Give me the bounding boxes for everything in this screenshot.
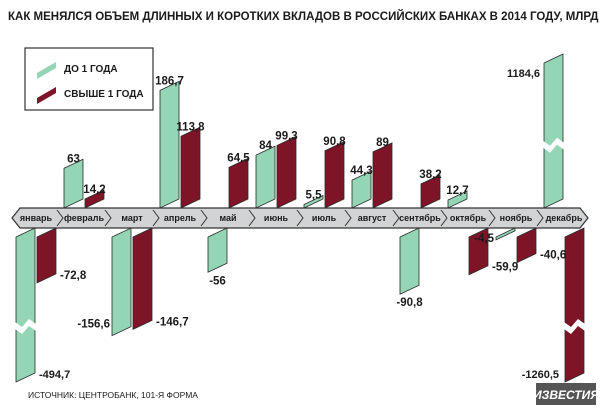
legend-short-swatch [37, 62, 56, 79]
value-label: 64,5 [227, 152, 250, 164]
bar-long-term [420, 174, 441, 209]
axis-break-mark [564, 319, 585, 334]
value-label: -90,8 [396, 297, 423, 309]
bar-short-term [351, 170, 372, 209]
month-label: март [121, 213, 143, 223]
bar-long-term [468, 227, 489, 276]
month-label: октябрь [450, 213, 487, 223]
value-label: 38,2 [419, 169, 441, 181]
bar-short-term [447, 190, 468, 209]
bar-long-term [228, 157, 249, 209]
value-label: -146,7 [156, 316, 189, 328]
bar-long-term [84, 189, 105, 209]
month-label: август [358, 213, 387, 223]
axis-divider [152, 209, 160, 227]
axis-band [11, 207, 589, 229]
axis-divider [296, 209, 304, 227]
month-axis: январь февраль март апрель май июнь июль август… [11, 207, 589, 229]
value-label: -494,7 [39, 369, 70, 381]
axis-divider [344, 209, 352, 227]
value-label: 113,8 [176, 121, 205, 133]
legend-box [24, 47, 154, 111]
value-label: -59,9 [492, 262, 518, 274]
month-label: январь [20, 213, 53, 223]
source-note: ИСТОЧНИК: ЦЕНТРОБАНК, 101-Я ФОРМА [28, 390, 198, 400]
legend-short-label: ДО 1 ГОДА [64, 64, 118, 75]
bar-long-term [516, 227, 537, 264]
bar-short-term [303, 194, 324, 209]
value-label: -4,5 [474, 233, 494, 245]
legend-long-swatch [37, 87, 56, 104]
month-label: февраль [64, 213, 105, 223]
value-label: 186,7 [155, 75, 184, 87]
bar-long-term [180, 126, 201, 209]
axis-break-mark [15, 319, 36, 334]
bar-short-term [207, 227, 228, 273]
month-label: ноябрь [500, 213, 533, 223]
value-label: 44,3 [350, 165, 372, 177]
bar-short-term [543, 53, 564, 209]
bar-long-term [324, 141, 345, 209]
axis-divider [392, 209, 400, 227]
value-label: 90,8 [323, 136, 346, 148]
axis-divider [248, 209, 256, 227]
value-label: 5,5 [306, 190, 323, 202]
logo-badge [536, 383, 596, 405]
month-label: сентябрь [399, 213, 441, 223]
month-label: апрель [164, 213, 197, 223]
bar-short-term [159, 80, 180, 209]
month-label: июнь [264, 213, 289, 223]
axis-divider [56, 209, 64, 227]
bars-layer [15, 53, 585, 383]
value-label: -72,8 [60, 270, 87, 282]
axis-divider [440, 209, 448, 227]
bar-short-term [111, 227, 132, 337]
chart-title: КАК МЕНЯЛСЯ ОБЪЕМ ДЛИННЫХ И КОРОТКИХ ВКЛ… [8, 10, 600, 23]
izvestia-logo: ИЗВЕСТИЯ [533, 383, 599, 405]
value-label: -1260,5 [522, 369, 559, 381]
month-label: июль [312, 213, 337, 223]
axis-divider [104, 209, 112, 227]
bar-long-term [372, 142, 393, 209]
bar-short-term [255, 145, 276, 209]
bar-short-term [63, 158, 84, 209]
bar-long-term [132, 227, 153, 331]
value-label: 89 [376, 137, 389, 149]
value-labels: -494,7 63 -156,6 186,7 -56 84 5,5 44,3 -90,8 12,7… [39, 68, 566, 381]
value-label: 84 [259, 140, 272, 152]
axis-divider [200, 209, 208, 227]
value-label: 12,7 [446, 185, 468, 197]
logo-text: ИЗВЕСТИЯ [533, 388, 599, 402]
value-label: 1184,6 [507, 68, 540, 80]
legend-long-label: СВЫШЕ 1 ГОДА [64, 89, 144, 100]
value-label: -56 [209, 275, 226, 287]
value-label: 14,2 [83, 184, 105, 196]
axis-break-mark [543, 137, 564, 153]
axis-divider [536, 209, 544, 227]
month-label: декабрь [546, 213, 583, 223]
legend: ДО 1 ГОДА СВЫШЕ 1 ГОДА [24, 47, 154, 111]
bar-short-term [399, 227, 420, 295]
bar-short-term [495, 227, 516, 241]
bar-long-term [564, 227, 585, 383]
value-label: -156,6 [77, 319, 110, 331]
value-label: 99,3 [275, 130, 297, 142]
value-label: 63 [67, 153, 80, 165]
bar-short-term [15, 227, 36, 383]
bar-long-term [36, 227, 57, 284]
month-label: май [219, 213, 236, 223]
bar-long-term [276, 135, 297, 209]
value-label: -40,6 [540, 250, 566, 262]
axis-divider [488, 209, 496, 227]
